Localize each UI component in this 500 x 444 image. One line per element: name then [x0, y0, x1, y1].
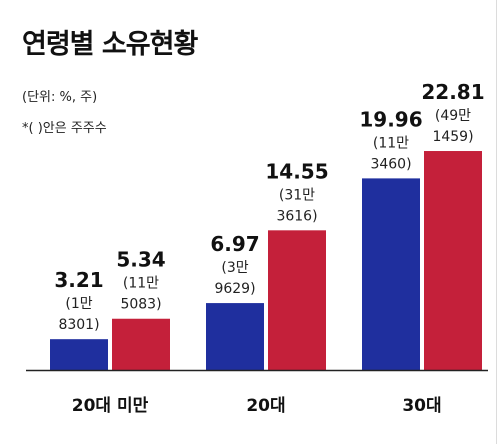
category-label: 20대 미만	[72, 396, 149, 416]
divider-line	[496, 0, 497, 444]
shareholder-count-label: 5083)	[120, 297, 161, 313]
shareholder-count-label: (49만	[435, 108, 471, 124]
shareholder-count-label: 1459)	[432, 129, 473, 145]
bar	[362, 178, 420, 370]
unit-note: (단위: %, 주)	[22, 90, 98, 105]
shareholder-count-label: (1만	[65, 296, 92, 312]
category-label: 20대	[246, 396, 285, 416]
bar	[206, 303, 264, 370]
chart-title: 연령별 소유현황	[22, 29, 198, 60]
value-label: 5.34	[116, 248, 165, 272]
bar	[268, 230, 326, 370]
value-label: 6.97	[210, 232, 259, 256]
shareholder-count-label: 3616)	[276, 208, 317, 224]
shareholder-count-label: 8301)	[58, 317, 99, 333]
category-label: 30대	[402, 396, 441, 416]
shareholder-count-label: (11만	[373, 135, 409, 151]
shareholder-count-label: 3460)	[370, 156, 411, 172]
footnote: *( )안은 주주수	[22, 121, 107, 136]
bar	[424, 151, 482, 370]
bar	[112, 318, 170, 370]
value-label: 14.55	[265, 159, 328, 183]
shareholder-count-label: (31만	[279, 187, 315, 203]
value-label: 3.21	[54, 268, 103, 292]
bar	[50, 339, 108, 370]
shareholder-count-label: (11만	[123, 276, 159, 292]
value-label: 19.96	[359, 107, 422, 131]
value-label: 22.81	[421, 80, 484, 104]
shareholder-count-label: (3만	[221, 260, 248, 276]
shareholder-count-label: 9629)	[214, 281, 255, 297]
